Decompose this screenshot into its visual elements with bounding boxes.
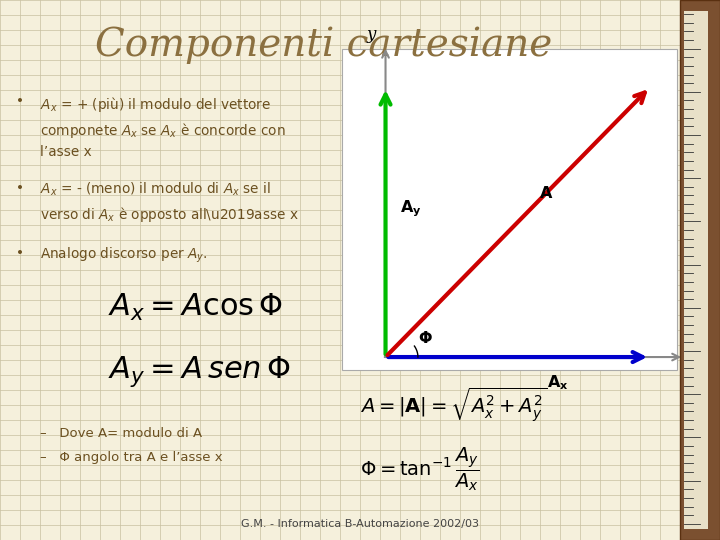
Text: G.M. - Informatica B-Automazione 2002/03: G.M. - Informatica B-Automazione 2002/03 [241,519,479,529]
Text: –   Dove A= modulo di A: – Dove A= modulo di A [40,427,202,440]
Text: Componenti cartesiane: Componenti cartesiane [95,27,553,64]
Text: •: • [16,181,24,195]
Text: $\mathit{A_x = A\cos\Phi}$: $\mathit{A_x = A\cos\Phi}$ [108,292,283,323]
Bar [680,0,720,540]
Text: $\mathit{A = |\mathbf{A}| = \sqrt{A_x^2 + A_y^2}}$: $\mathit{A = |\mathbf{A}| = \sqrt{A_x^2 … [360,386,547,424]
Text: x: x [680,362,690,379]
Text: $A_x$ = - (meno) il modulo di $A_x$ se il
verso di $A_x$ è opposto all\u2019asse: $A_x$ = - (meno) il modulo di $A_x$ se i… [40,181,298,224]
Text: •: • [16,94,24,109]
Text: –   Φ angolo tra A e l’asse x: – Φ angolo tra A e l’asse x [40,451,222,464]
Text: $\mathit{A_y = A\,sen\,\Phi}$: $\mathit{A_y = A\,sen\,\Phi}$ [108,354,290,389]
Bar [342,49,677,370]
Text: Analogo discorso per $A_y$.: Analogo discorso per $A_y$. [40,246,207,265]
Bar [684,11,708,529]
Text: $\mathbf{\Phi}$: $\mathbf{\Phi}$ [418,330,433,346]
Text: •: • [16,246,24,260]
Text: $\mathit{\Phi = \tan^{-1}\dfrac{A_y}{A_x}}$: $\mathit{\Phi = \tan^{-1}\dfrac{A_y}{A_x… [360,446,480,493]
Text: $A_x$ = + (più) il modulo del vettore
componete $A_x$ se $A_x$ è concorde con
l’: $A_x$ = + (più) il modulo del vettore co… [40,94,285,159]
Text: y: y [366,26,376,43]
Text: $\mathbf{A}$: $\mathbf{A}$ [539,185,553,200]
Text: $\mathbf{A_y}$: $\mathbf{A_y}$ [400,198,421,219]
Text: $\mathbf{A_x}$: $\mathbf{A_x}$ [546,373,568,392]
